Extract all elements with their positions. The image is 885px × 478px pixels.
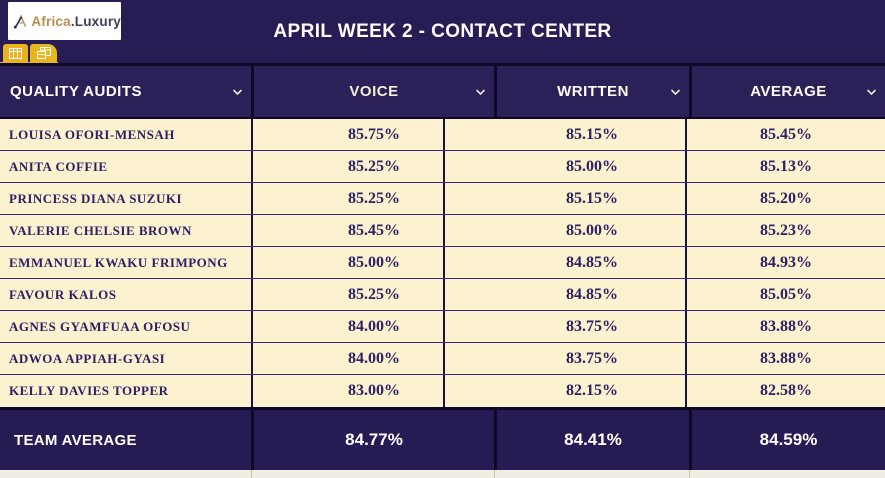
bottom-strip: [0, 470, 885, 478]
agent-name-cell[interactable]: AGNES GYAMFUAA OFOSU: [9, 318, 191, 334]
voice-score-cell[interactable]: 85.00%: [251, 247, 443, 278]
written-score-cell[interactable]: 84.85%: [443, 279, 685, 310]
column-header-label: WRITTEN: [557, 83, 629, 100]
table-row: KELLY DAVIES TOPPER 83.00% 82.15% 82.58%: [0, 375, 885, 407]
team-average-average-cell[interactable]: 84.59%: [692, 410, 885, 470]
column-header-written[interactable]: WRITTEN: [497, 66, 689, 117]
table-row: VALERIE CHELSIE BROWN 85.45% 85.00% 85.2…: [0, 215, 885, 247]
table-body: LOUISA OFORI-MENSAH 85.75% 85.15% 85.45%…: [0, 119, 885, 407]
table-row: PRINCESS DIANA SUZUKI 85.25% 85.15% 85.2…: [0, 183, 885, 215]
table-header-row: QUALITY AUDITS VOICE WRITTEN AVERAGE: [0, 63, 885, 119]
table-row: FAVOUR KALOS 85.25% 84.85% 85.05%: [0, 279, 885, 311]
written-score-cell[interactable]: 83.75%: [443, 311, 685, 342]
voice-score-cell[interactable]: 84.00%: [251, 343, 443, 374]
average-score-cell[interactable]: 85.05%: [685, 279, 885, 310]
average-score-cell[interactable]: 84.93%: [685, 247, 885, 278]
brand-name-africa: Africa: [31, 13, 71, 29]
agent-name-cell[interactable]: EMMANUEL KWAKU FRIMPONG: [9, 254, 228, 270]
voice-score-cell[interactable]: 83.00%: [251, 375, 443, 407]
team-average-written-cell[interactable]: 84.41%: [497, 410, 689, 470]
voice-score-cell[interactable]: 85.45%: [251, 215, 443, 246]
africa-luxury-logo-icon: [13, 14, 27, 29]
written-score-cell[interactable]: 82.15%: [443, 375, 685, 407]
average-score-cell[interactable]: 85.13%: [685, 151, 885, 182]
brand-logo: Africa.Luxury: [8, 2, 121, 40]
sheet-tab-2[interactable]: [30, 44, 57, 62]
pivot-table-icon: [36, 47, 51, 59]
average-score-cell[interactable]: 85.45%: [685, 119, 885, 150]
average-score-cell[interactable]: 85.20%: [685, 183, 885, 214]
brand-name: Africa.Luxury: [31, 14, 121, 29]
team-average-row: TEAM AVERAGE 84.77% 84.41% 84.59%: [0, 407, 885, 470]
average-score-cell[interactable]: 83.88%: [685, 343, 885, 374]
team-average-voice-cell[interactable]: 84.77%: [254, 410, 494, 470]
average-score-cell[interactable]: 85.23%: [685, 215, 885, 246]
team-average-label: TEAM AVERAGE: [0, 410, 251, 470]
gridline: [251, 470, 252, 478]
column-header-quality-audits[interactable]: QUALITY AUDITS: [0, 66, 251, 117]
written-score-cell[interactable]: 84.85%: [443, 247, 685, 278]
voice-score-cell[interactable]: 84.00%: [251, 311, 443, 342]
column-header-label: QUALITY AUDITS: [10, 83, 143, 100]
table-row: ADWOA APPIAH-GYASI 84.00% 83.75% 83.88%: [0, 343, 885, 375]
written-score-cell[interactable]: 85.15%: [443, 119, 685, 150]
table-row: AGNES GYAMFUAA OFOSU 84.00% 83.75% 83.88…: [0, 311, 885, 343]
table-row: LOUISA OFORI-MENSAH 85.75% 85.15% 85.45%: [0, 119, 885, 151]
agent-name-cell[interactable]: ANITA COFFIE: [9, 158, 108, 174]
column-header-label: VOICE: [349, 83, 399, 100]
voice-score-cell[interactable]: 85.25%: [251, 183, 443, 214]
column-header-average[interactable]: AVERAGE: [692, 66, 885, 117]
voice-score-cell[interactable]: 85.25%: [251, 151, 443, 182]
agent-name-cell[interactable]: ADWOA APPIAH-GYASI: [9, 350, 166, 366]
brand-name-luxury: .Luxury: [70, 13, 121, 29]
column-header-voice[interactable]: VOICE: [254, 66, 494, 117]
table-row: ANITA COFFIE 85.25% 85.00% 85.13%: [0, 151, 885, 183]
voice-score-cell[interactable]: 85.75%: [251, 119, 443, 150]
sheet-tab-1[interactable]: [3, 44, 28, 62]
agent-name-cell[interactable]: LOUISA OFORI-MENSAH: [9, 126, 175, 142]
column-header-label: AVERAGE: [750, 83, 827, 100]
agent-name-cell[interactable]: FAVOUR KALOS: [9, 286, 117, 302]
gridline: [494, 470, 495, 478]
voice-score-cell[interactable]: 85.25%: [251, 279, 443, 310]
agent-name-cell[interactable]: KELLY DAVIES TOPPER: [9, 383, 169, 398]
gridline: [689, 470, 690, 478]
agent-name-cell[interactable]: VALERIE CHELSIE BROWN: [9, 222, 192, 238]
page-title: APRIL WEEK 2 - CONTACT CENTER: [273, 21, 612, 42]
table-icon: [9, 47, 22, 59]
agent-name-cell[interactable]: PRINCESS DIANA SUZUKI: [9, 190, 183, 206]
filter-chevron-icon[interactable]: [866, 88, 877, 95]
written-score-cell[interactable]: 85.15%: [443, 183, 685, 214]
written-score-cell[interactable]: 83.75%: [443, 343, 685, 374]
written-score-cell[interactable]: 85.00%: [443, 151, 685, 182]
table-row: EMMANUEL KWAKU FRIMPONG 85.00% 84.85% 84…: [0, 247, 885, 279]
filter-chevron-icon[interactable]: [232, 88, 243, 95]
average-score-cell[interactable]: 83.88%: [685, 311, 885, 342]
average-score-cell[interactable]: 82.58%: [685, 375, 885, 407]
filter-chevron-icon[interactable]: [670, 88, 681, 95]
filter-chevron-icon[interactable]: [475, 88, 486, 95]
written-score-cell[interactable]: 85.00%: [443, 215, 685, 246]
